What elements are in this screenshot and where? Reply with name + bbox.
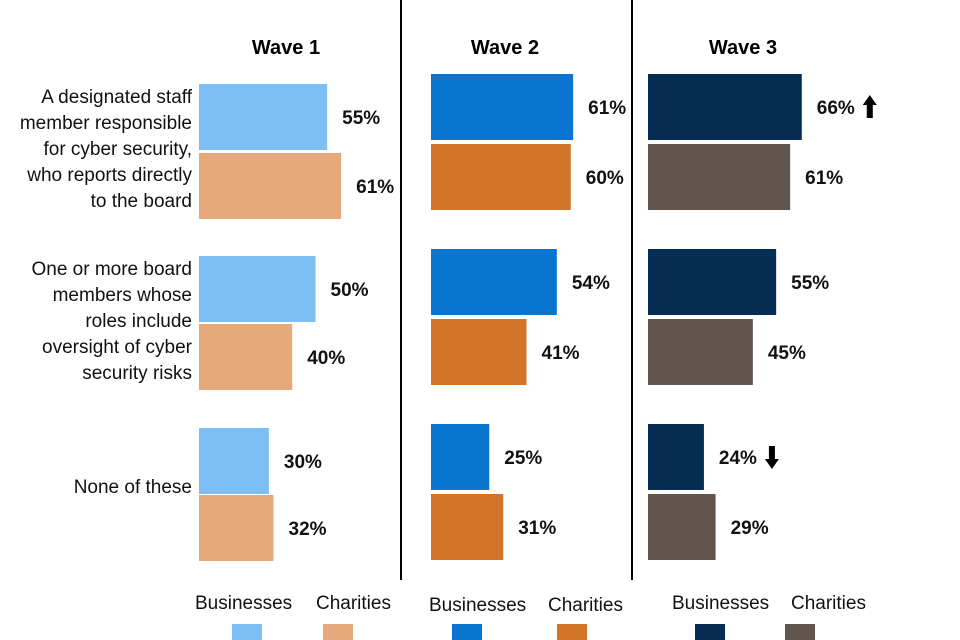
data-label: 32% (289, 519, 327, 540)
category-label-line: A designated staff (41, 87, 192, 108)
bar (648, 144, 791, 210)
data-label: 45% (768, 343, 806, 364)
category-label-line: to the board (90, 191, 192, 212)
category-label-line: One or more board (31, 259, 192, 280)
category-label-line: for cyber security, (43, 139, 192, 160)
bar (431, 319, 527, 385)
arrow-up-icon (862, 95, 877, 118)
category-label-line: members whose (52, 285, 192, 306)
category-label-line: who reports directly (27, 165, 192, 186)
data-label: 31% (518, 518, 556, 539)
legend-label: Charities (791, 593, 866, 614)
legend-label: Charities (316, 593, 391, 614)
bar (199, 324, 293, 390)
bar (199, 256, 316, 322)
data-label: 61% (356, 177, 394, 198)
bar (431, 249, 557, 315)
category-label: One or more board members whose roles incl… (31, 257, 192, 387)
data-label: 25% (504, 448, 542, 469)
legend-swatch (695, 624, 725, 640)
legend-label: Businesses (672, 593, 770, 614)
arrow-down-icon (764, 446, 779, 469)
bar (648, 74, 802, 140)
data-label: 54% (572, 273, 610, 294)
bar (431, 424, 490, 490)
data-label: 30% (284, 452, 322, 473)
data-label: 61% (805, 168, 843, 189)
legend-label: Charities (548, 595, 623, 616)
panel-title: Wave 1 (252, 37, 320, 59)
data-label: 55% (342, 108, 380, 129)
data-label: 24% (719, 448, 757, 469)
bar (199, 428, 269, 494)
bar (648, 494, 716, 560)
category-label: A designated staff member responsible for … (20, 85, 192, 215)
legend-label: Businesses (429, 595, 527, 616)
bar (199, 153, 342, 219)
panel-title: Wave 2 (471, 37, 539, 59)
bar (199, 84, 328, 150)
bar (648, 319, 753, 385)
data-label: 40% (307, 348, 345, 369)
data-label: 60% (586, 168, 624, 189)
legend-swatch (557, 624, 587, 640)
bar (431, 74, 574, 140)
legend-swatch (452, 624, 482, 640)
bar (648, 249, 777, 315)
legend-swatch (785, 624, 815, 640)
category-label-line: security risks (82, 363, 192, 384)
legend-swatch (232, 624, 262, 640)
legend-label: Businesses (195, 593, 293, 614)
data-label: 55% (791, 273, 829, 294)
bar (431, 144, 571, 210)
category-label: None of these (74, 475, 192, 501)
data-label: 50% (331, 280, 369, 301)
panel-title: Wave 3 (709, 37, 777, 59)
bar (431, 494, 504, 560)
bar (648, 424, 704, 490)
legend-swatch (323, 624, 353, 640)
category-label-line: None of these (73, 477, 192, 498)
category-label-line: roles include (85, 311, 192, 332)
data-label: 66% (817, 98, 855, 119)
bar (199, 495, 274, 561)
category-label-line: member responsible (19, 113, 192, 134)
category-label-line: oversight of cyber (42, 337, 192, 358)
data-label: 29% (731, 518, 769, 539)
data-label: 61% (588, 98, 626, 119)
data-label: 41% (542, 343, 580, 364)
